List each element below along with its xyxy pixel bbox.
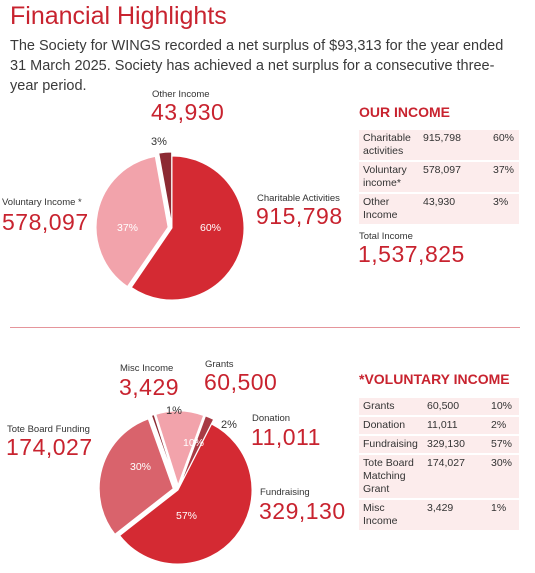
table-row: Other Income 43,930 3%	[359, 194, 519, 224]
table-row: Voluntary income* 578,097 37%	[359, 162, 519, 192]
pie-slice-voluntary-income	[95, 155, 169, 288]
voluntary-income-table: Grants 60,500 10% Donation 11,011 2% Fundraisi…	[359, 396, 519, 532]
income-cell-percent: 37%	[489, 162, 519, 192]
charitable-activities-label: Charitable Activities	[257, 193, 340, 204]
pie-slice-other-income	[158, 151, 173, 225]
voluntary-cell-value: 3,429	[423, 500, 487, 530]
income-cell-label: Other Income	[359, 194, 419, 224]
table-row: Grants 60,500 10%	[359, 398, 519, 415]
voluntary-cell-label: Misc Income	[359, 500, 423, 530]
table-row: Fundraising 329,130 57%	[359, 436, 519, 453]
pie-slice-fundraising	[119, 423, 253, 565]
pie-slice-tote-board-funding	[98, 418, 174, 535]
voluntary-income-value: 578,097	[2, 209, 89, 235]
voluntary-cell-percent: 2%	[487, 417, 519, 434]
voluntary-cell-label: Tote Board Matching Grant	[359, 455, 423, 498]
voluntary-income-pct: 37%	[117, 222, 139, 234]
pie-slice-charitable-activities	[130, 155, 245, 301]
voluntary-cell-percent: 10%	[487, 398, 519, 415]
fundraising-pct: 57%	[176, 510, 198, 522]
page-title: Financial Highlights	[10, 2, 227, 30]
donation-value: 11,011	[251, 424, 321, 450]
other-income-value: 43,930	[151, 99, 225, 125]
pie-slice-misc-income	[150, 414, 177, 486]
misc-income-pct: 1%	[166, 405, 182, 417]
income-cell-percent: 60%	[489, 130, 519, 160]
pie-slice-donation	[179, 415, 215, 486]
voluntary-cell-label: Fundraising	[359, 436, 423, 453]
pie-slice-grants	[155, 410, 205, 487]
income-cell-label: Charitable activities	[359, 130, 419, 160]
other-income-label: Other Income	[152, 89, 210, 100]
fundraising-label: Fundraising	[260, 487, 310, 498]
table-row: Charitable activities 915,798 60%	[359, 130, 519, 160]
income-table: Charitable activities 915,798 60% Voluntary…	[359, 128, 519, 226]
voluntary-income-label: Voluntary Income *	[2, 197, 82, 208]
misc-income-label: Misc Income	[120, 363, 174, 374]
intro-paragraph: The Society for WINGS recorded a net sur…	[10, 38, 504, 94]
tote-board-pct: 30%	[130, 461, 152, 473]
income-cell-value: 915,798	[419, 130, 489, 160]
charitable-activities-value: 915,798	[256, 203, 343, 229]
voluntary-cell-percent: 57%	[487, 436, 519, 453]
grants-value: 60,500	[204, 369, 278, 395]
voluntary-cell-percent: 1%	[487, 500, 519, 530]
voluntary-cell-percent: 30%	[487, 455, 519, 498]
voluntary-cell-label: Donation	[359, 417, 423, 434]
table-row: Tote Board Matching Grant 174,027 30%	[359, 455, 519, 498]
donation-label: Donation	[252, 413, 291, 424]
voluntary-cell-value: 329,130	[423, 436, 487, 453]
income-cell-value: 43,930	[419, 194, 489, 224]
table-row: Misc Income 3,429 1%	[359, 500, 519, 530]
misc-income-value: 3,429	[119, 374, 180, 400]
fundraising-value: 329,130	[259, 498, 346, 524]
income-pie-chart	[95, 151, 245, 301]
voluntary-income-heading: *VOLUNTARY INCOME	[359, 371, 510, 387]
other-income-pct: 3%	[151, 136, 167, 148]
tote-board-label: Tote Board Funding	[7, 424, 90, 435]
grants-label: Grants	[205, 359, 234, 370]
voluntary-pie-chart	[98, 410, 253, 565]
tote-board-value: 174,027	[6, 434, 93, 460]
total-income-value: 1,537,825	[358, 241, 465, 267]
section-divider	[10, 327, 520, 328]
grants-pct: 10%	[183, 437, 205, 449]
voluntary-cell-value: 60,500	[423, 398, 487, 415]
donation-pct: 2%	[221, 419, 237, 431]
income-cell-value: 578,097	[419, 162, 489, 192]
charitable-activities-pct: 60%	[200, 222, 222, 234]
income-cell-label: Voluntary income*	[359, 162, 419, 192]
voluntary-cell-value: 11,011	[423, 417, 487, 434]
income-cell-percent: 3%	[489, 194, 519, 224]
voluntary-cell-label: Grants	[359, 398, 423, 415]
voluntary-cell-value: 174,027	[423, 455, 487, 498]
table-row: Donation 11,011 2%	[359, 417, 519, 434]
total-income-label: Total Income	[359, 231, 413, 242]
our-income-heading: OUR INCOME	[359, 104, 450, 120]
